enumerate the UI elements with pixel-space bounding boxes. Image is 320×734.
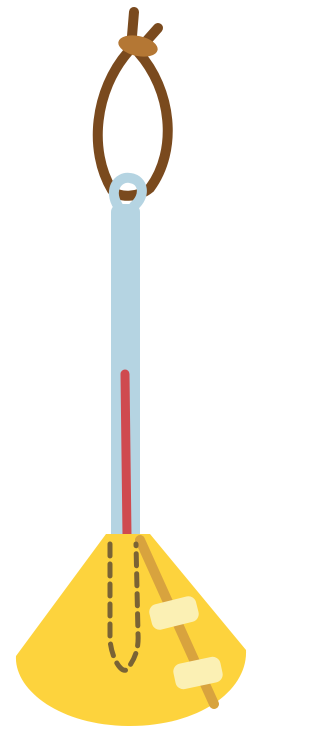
page: {}: [0, 0, 249, 729]
illustration: [0, 0, 249, 729]
red-thread: [125, 374, 127, 536]
